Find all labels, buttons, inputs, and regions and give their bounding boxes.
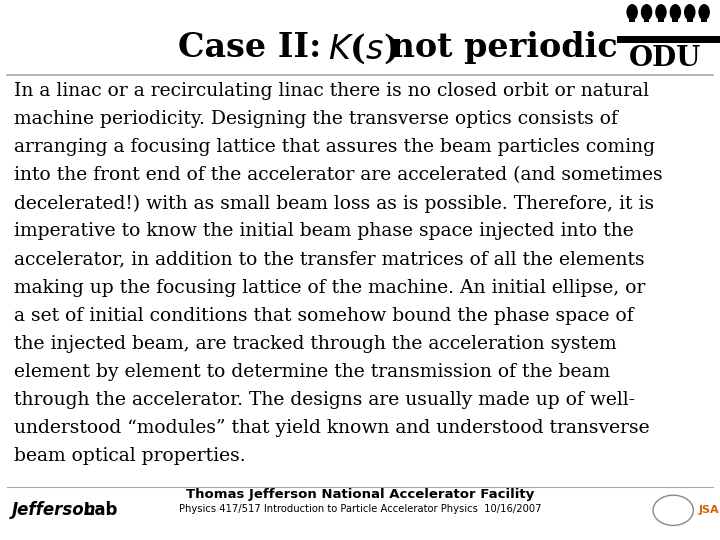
Ellipse shape: [626, 4, 638, 21]
Bar: [658, 15, 664, 22]
Text: understood “modules” that yield known and understood transverse: understood “modules” that yield known an…: [14, 419, 650, 437]
Text: $\mathit{K}$($\mathit{s}$): $\mathit{K}$($\mathit{s}$): [328, 31, 397, 66]
Bar: [687, 15, 693, 22]
Bar: [644, 15, 649, 22]
Ellipse shape: [684, 4, 696, 21]
Text: not periodic: not periodic: [379, 31, 618, 64]
Text: Jefferson: Jefferson: [12, 501, 96, 519]
Text: a set of initial conditions that somehow bound the phase space of: a set of initial conditions that somehow…: [14, 307, 634, 325]
Ellipse shape: [698, 4, 710, 21]
Text: Physics 417/517 Introduction to Particle Accelerator Physics  10/16/2007: Physics 417/517 Introduction to Particle…: [179, 504, 541, 514]
Text: through the accelerator. The designs are usually made up of well-: through the accelerator. The designs are…: [14, 391, 636, 409]
Text: making up the focusing lattice of the machine. An initial ellipse, or: making up the focusing lattice of the ma…: [14, 279, 646, 296]
Text: Case II:: Case II:: [178, 31, 328, 64]
Bar: [701, 15, 707, 22]
Text: ODU: ODU: [629, 45, 701, 72]
Text: In a linac or a recirculating linac there is no closed orbit or natural: In a linac or a recirculating linac ther…: [14, 82, 649, 100]
Text: beam optical properties.: beam optical properties.: [14, 447, 246, 465]
Text: arranging a focusing lattice that assures the beam particles coming: arranging a focusing lattice that assure…: [14, 138, 655, 156]
Bar: [629, 15, 635, 22]
Bar: [672, 15, 678, 22]
Text: imperative to know the initial beam phase space injected into the: imperative to know the initial beam phas…: [14, 222, 634, 240]
Text: element by element to determine the transmission of the beam: element by element to determine the tran…: [14, 363, 611, 381]
Text: Lab: Lab: [78, 501, 118, 519]
Bar: [617, 36, 720, 43]
Text: accelerator, in addition to the transfer matrices of all the elements: accelerator, in addition to the transfer…: [14, 251, 645, 268]
Ellipse shape: [670, 4, 681, 21]
Text: machine periodicity. Designing the transverse optics consists of: machine periodicity. Designing the trans…: [14, 110, 618, 128]
Ellipse shape: [641, 4, 652, 21]
Text: into the front end of the accelerator are accelerated (and sometimes: into the front end of the accelerator ar…: [14, 166, 663, 184]
Text: Thomas Jefferson National Accelerator Facility: Thomas Jefferson National Accelerator Fa…: [186, 488, 534, 501]
Text: the injected beam, are tracked through the acceleration system: the injected beam, are tracked through t…: [14, 335, 617, 353]
Text: JSA: JSA: [698, 505, 719, 515]
Text: decelerated!) with as small beam loss as is possible. Therefore, it is: decelerated!) with as small beam loss as…: [14, 194, 654, 213]
Ellipse shape: [655, 4, 667, 21]
